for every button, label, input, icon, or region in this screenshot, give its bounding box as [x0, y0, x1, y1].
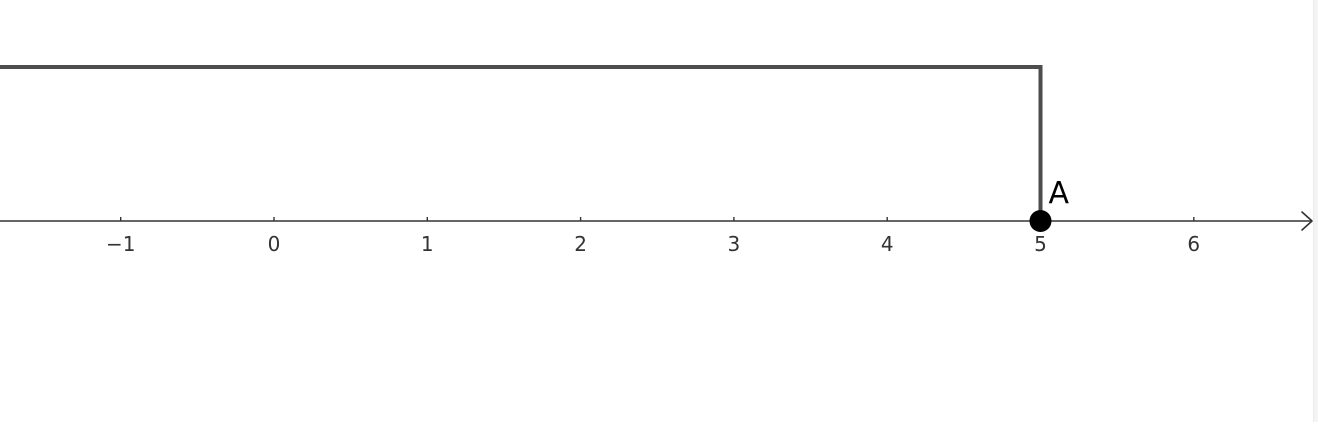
number-line-axis: [0, 212, 1312, 230]
point-marker-group[interactable]: A: [1030, 176, 1070, 232]
axis-tick-label: 6: [1187, 232, 1200, 256]
axis-tick-label: 2: [574, 232, 587, 256]
inequality-ray[interactable]: [0, 67, 1041, 221]
axis-tick-label: −1: [106, 232, 135, 256]
axis-tick-label: 0: [268, 232, 281, 256]
point-label: A: [1049, 176, 1070, 211]
axis-tick-label: 4: [881, 232, 894, 256]
axis-tick-label: 3: [728, 232, 741, 256]
ray-path[interactable]: [0, 67, 1041, 221]
point-marker[interactable]: [1030, 210, 1052, 232]
axis-tick-label: 5: [1034, 232, 1047, 256]
right-edge-scrollbar[interactable]: [1313, 0, 1318, 422]
axis-tick-label: 1: [421, 232, 434, 256]
